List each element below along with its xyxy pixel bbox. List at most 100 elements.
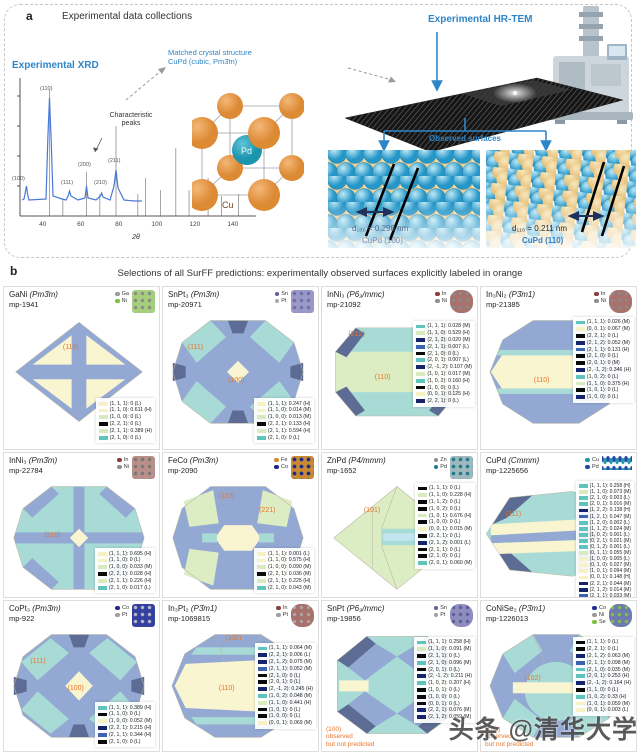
legend-swatch: [575, 381, 585, 386]
cu-atoms-front: [186, 117, 280, 211]
material-id: mp-1226013: [486, 614, 529, 623]
legend-swatch: [575, 374, 585, 379]
material-panel-in3pt2: In₃Pt₂ (P3̄m1) mp-1069815 In Pt: [162, 600, 319, 752]
wulff-shape: [15, 321, 143, 422]
legend-swatch: [575, 347, 585, 352]
xrd-spectrum-curve: [21, 97, 142, 202]
facet-label: (102): [524, 675, 541, 683]
legend-swatch: [418, 500, 428, 504]
legend-swatch: [98, 401, 108, 406]
legend-swatch: [98, 578, 108, 583]
panel-b-title: Selections of all SurFF predictions: exp…: [117, 268, 523, 279]
legend-swatch: [575, 388, 585, 393]
tem-lattice-image: [325, 66, 640, 160]
legend-swatch: [257, 721, 267, 726]
lattice-plane-marks: [580, 161, 626, 237]
material-panel-snpt: SnPt (P6₃/mmc) mp-19856 Sn Pt: [321, 600, 478, 752]
surface-energy-legend: (1, 1, 1): 0.389 (H) (1, 1, 0): 0 (L) (1, …: [95, 702, 155, 747]
svg-text:(211): (211): [108, 158, 121, 164]
legend-swatch: [417, 708, 427, 713]
watermark: 头条 @清华大学: [448, 716, 638, 744]
element-dot: [592, 612, 597, 618]
element-dot: [276, 612, 281, 618]
legend-swatch: [257, 415, 267, 420]
material-id: mp-21092: [327, 300, 361, 309]
crystal-structure-thumbnail: [291, 290, 314, 313]
legend-swatch: [575, 327, 585, 332]
legend-swatch: [416, 331, 426, 336]
element-legend: In Ni: [117, 456, 129, 470]
facet-label: (111): [187, 344, 204, 352]
material-id: mp-19856: [327, 614, 361, 623]
legend-swatch: [575, 688, 585, 692]
element-dot: [435, 291, 440, 297]
element-dot: [115, 605, 120, 611]
legend-swatch: [98, 719, 108, 724]
crystal-structure-thumbnail: [291, 456, 314, 479]
crystal-structure-thumbnail: [450, 456, 473, 479]
legend-swatch: [416, 392, 426, 397]
legend-swatch: [575, 354, 585, 359]
legend-swatch: [257, 714, 267, 719]
legend-swatch: [257, 558, 267, 563]
legend-swatch: [578, 484, 588, 488]
legend-swatch: [578, 563, 588, 568]
legend-swatch: [418, 561, 428, 566]
element-dot: [592, 619, 597, 625]
legend-swatch: [578, 490, 588, 495]
legend-swatch: [416, 324, 426, 329]
element-dot: [435, 298, 440, 304]
legend-swatch: [575, 340, 585, 345]
legend-swatch: [98, 551, 108, 556]
d100-spacing-label: d₁₀₀ = 0.298 nm: [352, 224, 409, 233]
lattice-plane-marks: [364, 163, 420, 241]
cupd-110-label: CuPd (110): [522, 236, 564, 245]
element-legend: In Ni: [594, 290, 606, 304]
legend-swatch: [98, 739, 108, 744]
legend-swatch: [416, 365, 426, 370]
legend-swatch: [575, 667, 585, 672]
legend-swatch: [417, 674, 427, 679]
legend-swatch: [578, 545, 588, 549]
legend-swatch: [575, 320, 585, 325]
characteristic-peaks-annotation: Characteristic peaks: [109, 112, 153, 127]
legend-swatch: [98, 408, 108, 413]
legend-swatch: [575, 654, 585, 658]
legend-swatch: [416, 372, 426, 376]
material-panel-copt3: CoPt₃ (Pm3̄m) mp-922 Co Pt (111) (100) (1…: [3, 600, 160, 752]
legend-swatch: [578, 526, 588, 531]
legend-swatch: [575, 334, 585, 338]
facet-label: (111): [30, 658, 46, 666]
surface-energy-legend: (1, 1, 1): 0.026 (M) (0, 0, 1): 0.067 (M)…: [572, 317, 634, 403]
legend-swatch: [578, 520, 588, 525]
panel-a-label: a: [26, 9, 33, 23]
material-formula: GaNi (Pm3̄m): [9, 290, 58, 299]
element-legend: In Pt: [276, 604, 288, 618]
legend-swatch: [418, 554, 428, 559]
legend-swatch: [578, 496, 588, 501]
facet-label: (100): [67, 685, 84, 693]
legend-swatch: [257, 680, 267, 685]
legend-swatch: [575, 361, 585, 366]
legend-swatch: [98, 732, 108, 737]
material-formula: In₃Ni₂ (P3̄m1): [486, 290, 536, 299]
facet-label: (110): [533, 376, 550, 384]
legend-swatch: [257, 700, 267, 705]
crystal-structure-thumbnail: [609, 290, 632, 313]
svg-text:120: 120: [189, 221, 200, 228]
legend-swatch: [575, 640, 585, 645]
material-formula: CoPt₃ (Pm3̄m): [9, 604, 61, 613]
legend-swatch: [418, 547, 428, 552]
legend-swatch: [98, 585, 108, 590]
legend-swatch: [417, 640, 427, 645]
legend-swatch: [575, 395, 585, 400]
material-panel-cupd: CuPd (Cmmm) mp-1225656 Cu Pd: [480, 452, 637, 598]
panel-a-title: Experimental data collections: [62, 11, 193, 22]
xrd-x-axis-label: 2θ: [131, 234, 140, 241]
legend-swatch: [257, 408, 267, 413]
legend-swatch: [575, 694, 585, 699]
element-dot: [585, 464, 590, 470]
facet-label: (110): [218, 492, 235, 500]
element-dot: [115, 291, 120, 297]
